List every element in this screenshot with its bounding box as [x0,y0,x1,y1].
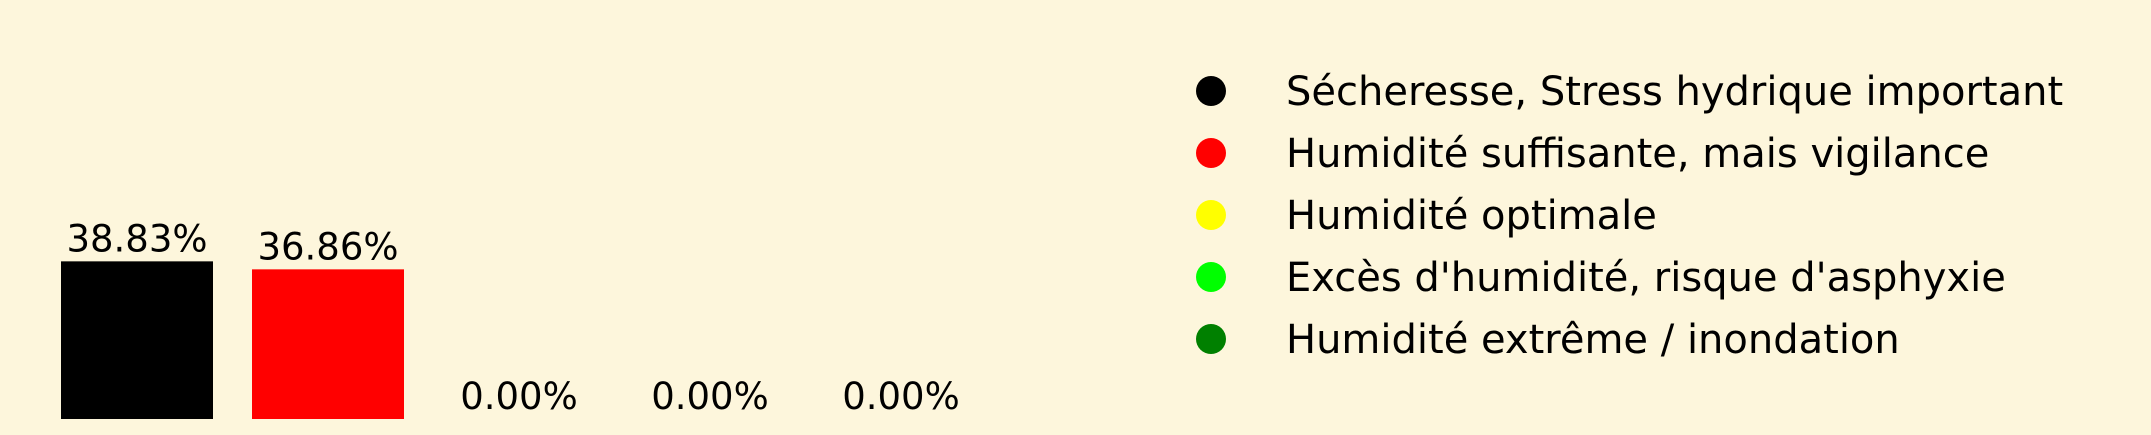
legend-label-0: Sécheresse, Stress hydrique important [1286,69,2063,115]
bar-value-label-4: 0.00% [842,375,960,418]
legend-marker-4 [1196,324,1226,354]
bar-0 [61,261,213,419]
legend-marker-1 [1196,138,1226,168]
bar-value-label-0: 38.83% [66,217,207,260]
legend: Sécheresse, Stress hydrique important Hum… [1196,69,2063,363]
legend-label-1: Humidité suffisante, mais vigilance [1286,131,1989,177]
bar-1 [252,269,404,419]
legend-label-2: Humidité optimale [1286,193,1657,239]
legend-label-3: Excès d'humidité, risque d'asphyxie [1286,255,2006,301]
bar-value-label-3: 0.00% [651,375,769,418]
legend-marker-2 [1196,200,1226,230]
legend-marker-3 [1196,262,1226,292]
bar-value-label-1: 36.86% [257,225,398,268]
legend-marker-0 [1196,76,1226,106]
bar-value-label-2: 0.00% [460,375,578,418]
bars-group: 38.83% 36.86% 0.00% 0.00% 0.00% [61,217,960,419]
legend-label-4: Humidité extrême / inondation [1286,317,1900,363]
